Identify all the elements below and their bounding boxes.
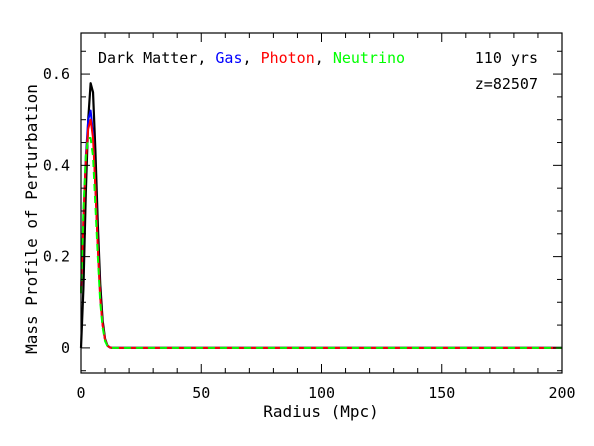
time-annotation: 110 yrs: [475, 49, 538, 67]
y-tick-label: 0.4: [43, 156, 70, 174]
x-tick-label: 100: [308, 384, 335, 402]
legend-entry-dark-matter: Dark Matter: [98, 49, 197, 67]
x-tick-label: 200: [548, 384, 575, 402]
y-tick-label: 0.6: [43, 65, 70, 83]
x-axis-label: Radius (Mpc): [263, 402, 379, 421]
legend-separator: ,: [315, 49, 333, 67]
legend-separator: ,: [197, 49, 215, 67]
series-line-gas: [80, 109, 562, 349]
series-line-dark-matter: [79, 82, 562, 349]
series-line-photon: [80, 118, 562, 349]
y-axis-label: Mass Profile of Perturbation: [22, 84, 41, 354]
legend-text: Dark Matter, Gas, Photon, Neutrino: [98, 49, 405, 67]
legend-entry-neutrino: Neutrino: [333, 49, 405, 67]
x-tick-label: 0: [76, 384, 85, 402]
legend-entry-gas: Gas: [215, 49, 242, 67]
ticks-layer: 0 50 100 150 200 0 0.2 0.4 0.6: [43, 33, 576, 402]
y-tick-label: 0: [61, 339, 70, 357]
y-tick-label: 0.2: [43, 248, 70, 266]
x-tick-label: 150: [428, 384, 455, 402]
redshift-annotation: z=82507: [475, 75, 538, 93]
legend-separator: ,: [243, 49, 261, 67]
legend-entry-photon: Photon: [261, 49, 315, 67]
series-line-neutrino: [80, 136, 562, 349]
legend: Dark Matter, Gas, Photon, Neutrino: [98, 49, 405, 67]
series-layer: [79, 82, 562, 349]
x-tick-label: 50: [192, 384, 210, 402]
